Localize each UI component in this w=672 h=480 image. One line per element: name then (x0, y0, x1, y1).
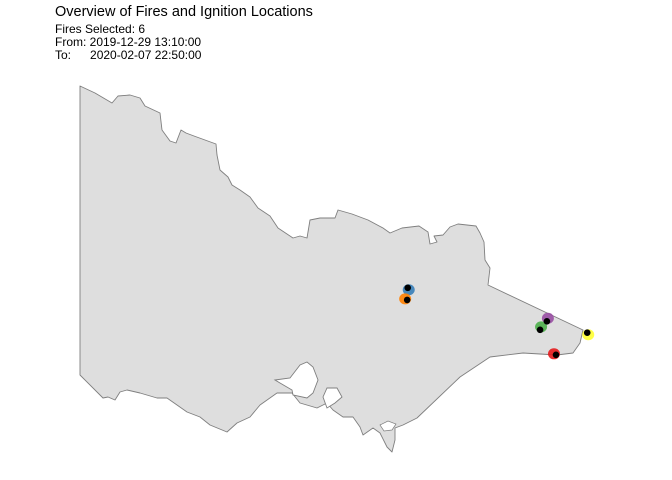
ignition-point (536, 326, 544, 334)
ignition-point (552, 351, 560, 359)
to-date-text: 2020-02-07 22:50:00 (90, 48, 202, 62)
victoria-land (79, 85, 584, 453)
ignition-point (583, 329, 591, 336)
ignition-point (403, 296, 411, 304)
ignition-point (543, 317, 551, 325)
from-date-text: From: 2019-12-29 13:10:00 (55, 35, 202, 49)
to-date-row: To: 2020-02-07 22:50:00 (55, 49, 201, 62)
western-port (322, 387, 343, 409)
fires-selected-text: Fires Selected: 6 (55, 22, 146, 36)
corner-inlet (379, 420, 397, 432)
fire-layer (399, 284, 595, 360)
ignition-point (404, 284, 412, 292)
port-phillip-bay (273, 361, 319, 399)
to-label: To: (55, 48, 72, 62)
plot-title: Overview of Fires and Ignition Locations (55, 4, 313, 20)
